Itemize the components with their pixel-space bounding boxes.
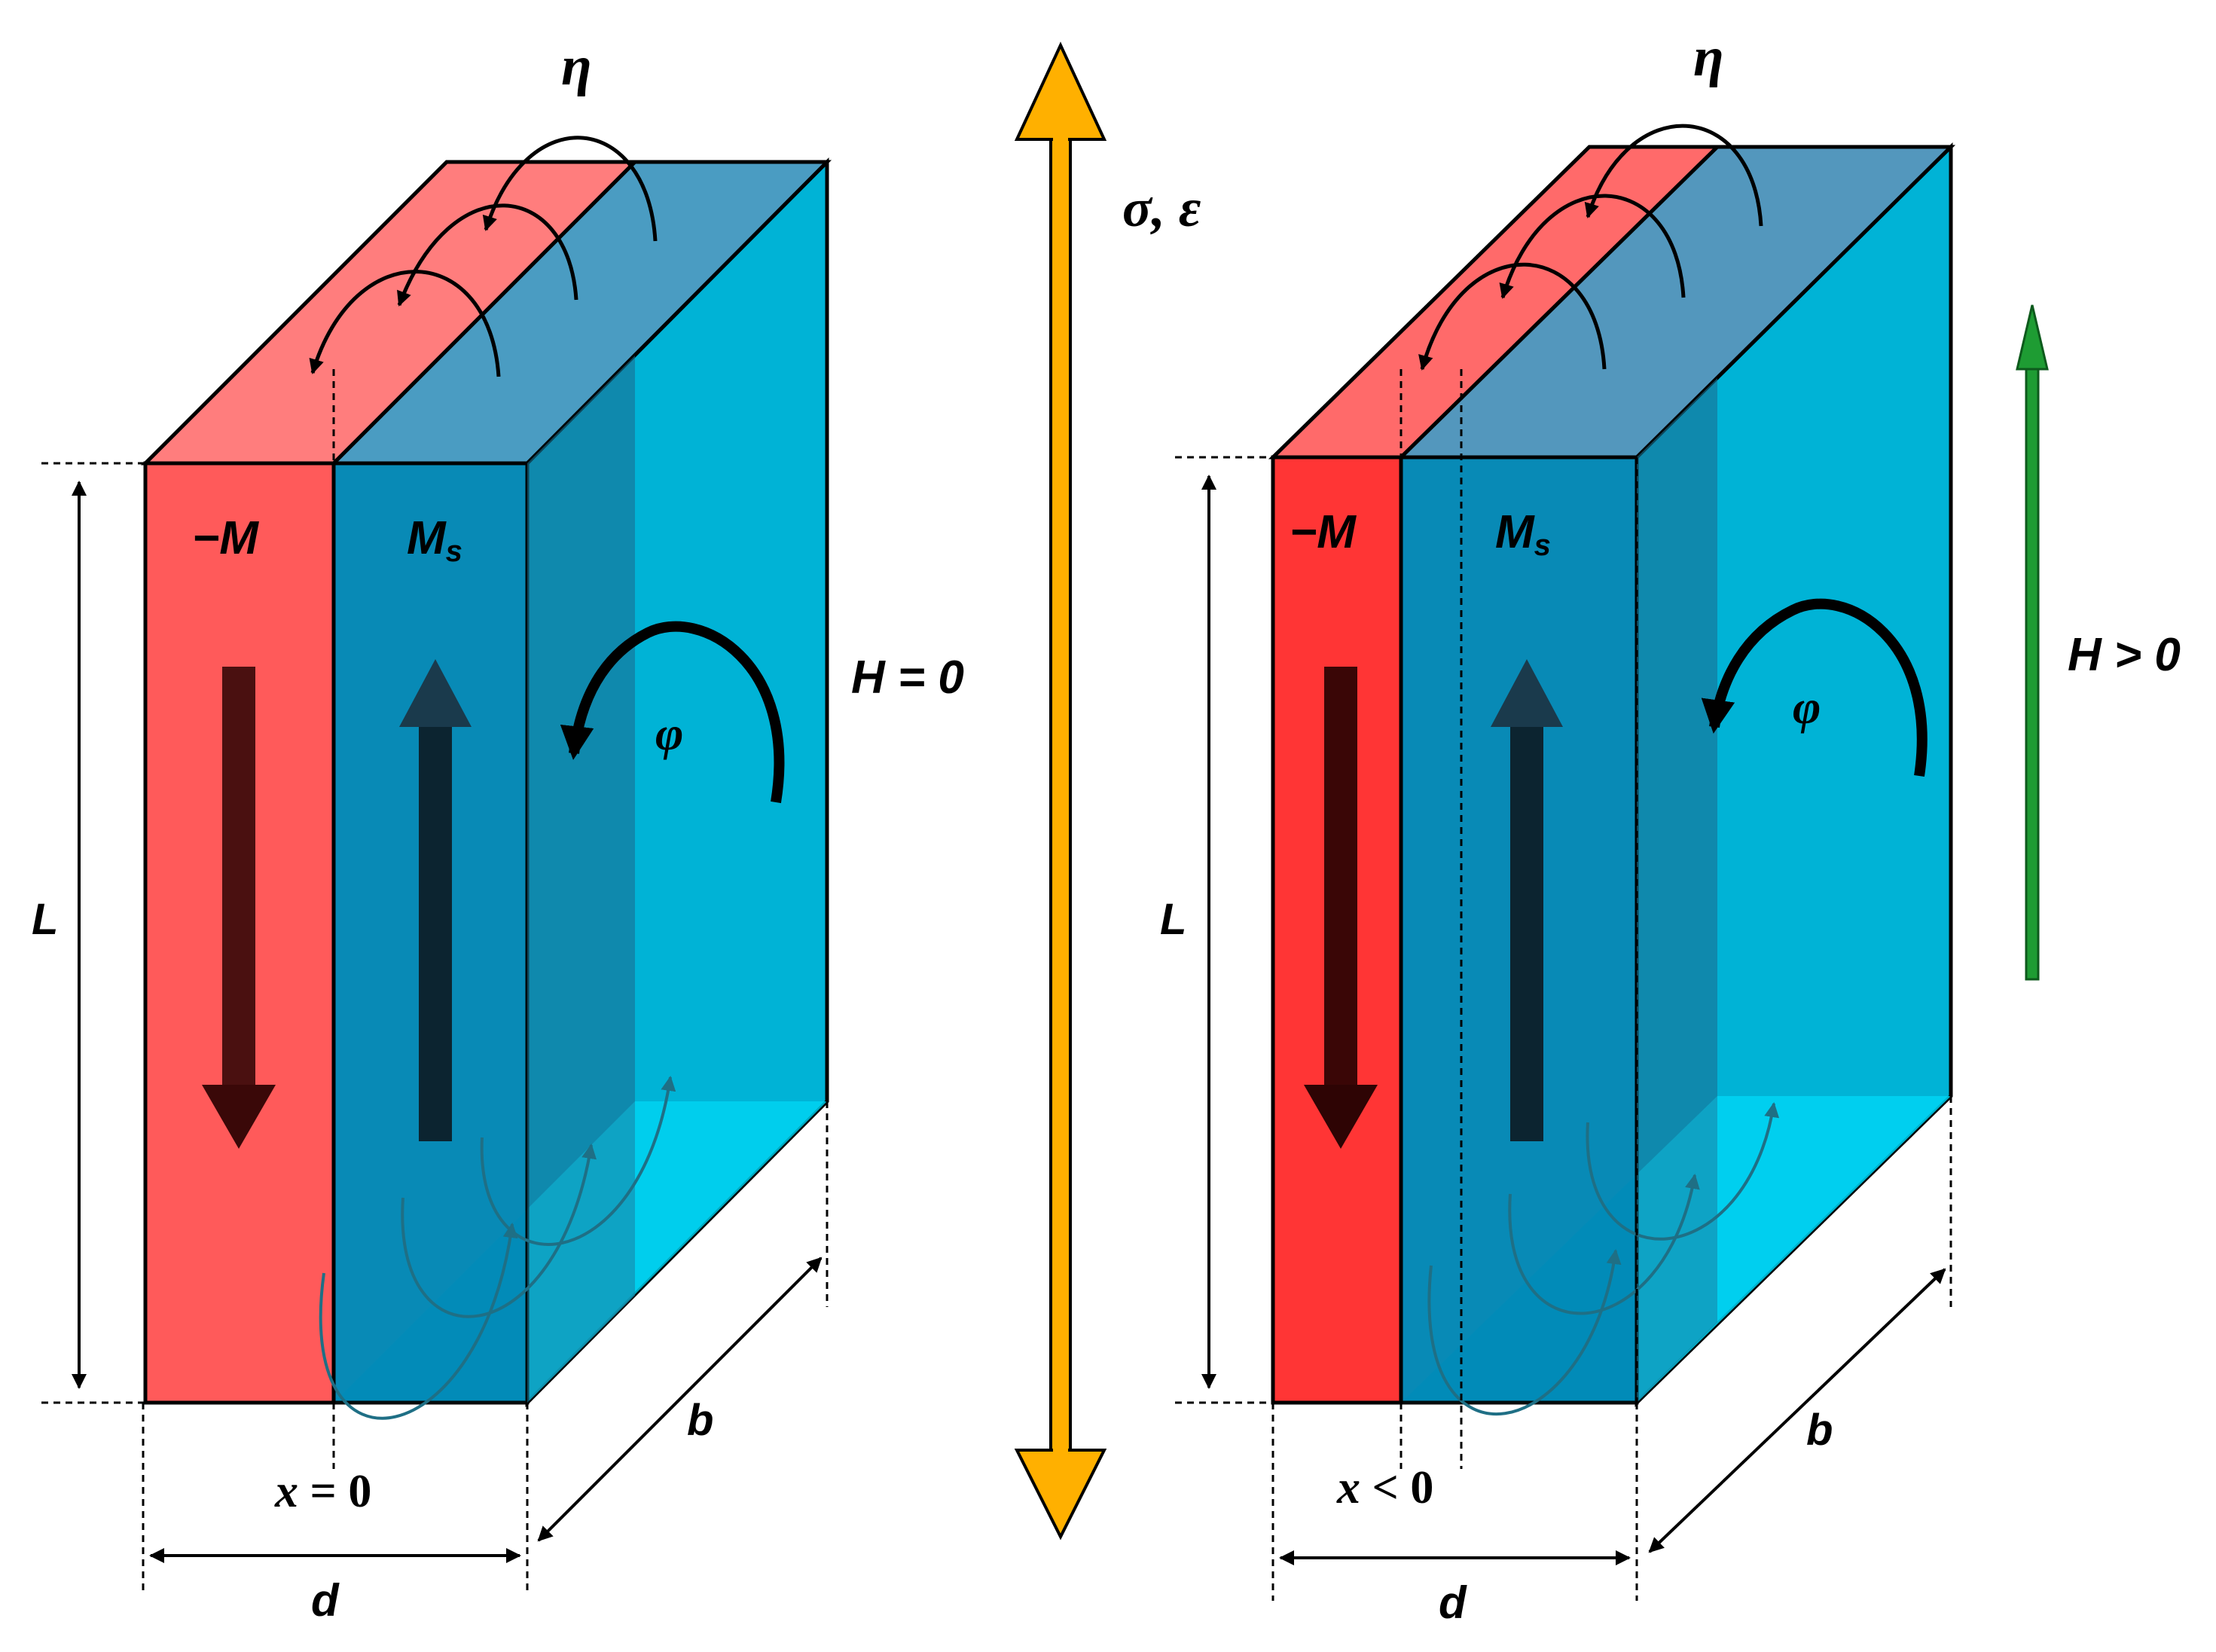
left-panel: η −M Ms φ L b d x = 0 H = 0 — [32, 35, 964, 1626]
right-bottom-arc-1 — [1427, 1249, 1622, 1415]
right-phi-rotation-icon — [1701, 598, 1928, 777]
left-phi-label: φ — [655, 707, 683, 760]
right-ms-arrow — [1491, 659, 1563, 1141]
right-minus-m-label: −M — [1290, 506, 1357, 558]
right-eta-arc-3 — [1418, 262, 1607, 371]
right-panel: η −M Ms φ L b d x < 0 H > 0 — [1160, 26, 2181, 1628]
left-eta-arc-2 — [397, 203, 578, 307]
left-b-dimension-arrow — [537, 1257, 823, 1542]
right-ms-label: Ms — [1495, 506, 1551, 562]
left-ms-label: Ms — [407, 512, 462, 568]
right-bottom-arc-2 — [1508, 1174, 1700, 1315]
right-bottom-arc-3 — [1586, 1102, 1780, 1241]
left-b-label: b — [687, 1396, 713, 1445]
left-d-label: d — [311, 1575, 340, 1626]
stress-strain-arrow — [1014, 41, 1107, 1541]
left-eta-arc-3 — [309, 270, 501, 377]
left-bottom-arc-3 — [480, 1076, 676, 1246]
field-up-arrow-icon — [2016, 304, 2049, 981]
left-minus-m-label: −M — [192, 512, 259, 564]
right-eta-label: η — [1693, 26, 1724, 88]
left-l-label: L — [32, 895, 58, 944]
right-x-label: x < 0 — [1336, 1462, 1433, 1513]
left-ms-arrow — [399, 659, 472, 1141]
left-eta-arc-1 — [482, 136, 658, 242]
right-l-label: L — [1160, 895, 1186, 944]
left-side-shade — [527, 356, 635, 1403]
left-minus-m-arrow — [202, 667, 276, 1149]
right-d-label: d — [1439, 1577, 1467, 1628]
right-minus-m-arrow — [1304, 667, 1378, 1149]
left-bottom-arc-2 — [401, 1144, 597, 1318]
left-phi-rotation-icon — [560, 621, 785, 804]
left-x-label: x = 0 — [274, 1466, 371, 1517]
right-eta-arc-1 — [1584, 124, 1763, 227]
stress-strain-label: σ, ε — [1122, 178, 1201, 238]
right-b-label: b — [1806, 1406, 1833, 1455]
left-eta-label: η — [561, 35, 592, 97]
right-phi-label: φ — [1793, 680, 1821, 734]
right-field-label: H > 0 — [2068, 629, 2181, 681]
right-b-dimension-arrow — [1648, 1268, 1946, 1553]
right-side-shade — [1637, 378, 1717, 1403]
right-eta-arc-2 — [1499, 194, 1686, 299]
left-field-label: H = 0 — [851, 652, 964, 704]
